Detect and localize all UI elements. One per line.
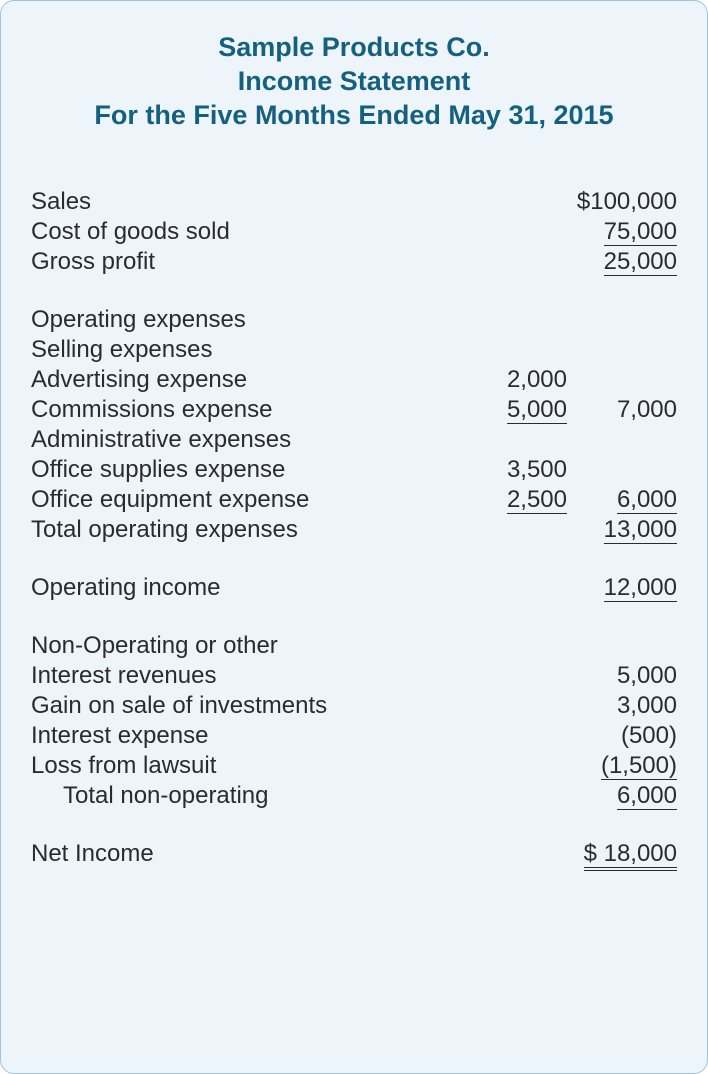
row-office-supplies: Office supplies expense 3,500 (31, 455, 677, 485)
row-admin-header: Administrative expenses (31, 425, 677, 455)
label: Office equipment expense (31, 485, 457, 515)
col2: 7,000 (567, 395, 677, 425)
col2: 12,000 (604, 574, 677, 602)
col1: 3,500 (457, 455, 567, 485)
label: Loss from lawsuit (31, 751, 457, 781)
company-name: Sample Products Co. (31, 31, 677, 65)
row-gain-on-sale: Gain on sale of investments 3,000 (31, 691, 677, 721)
label: Gain on sale of investments (31, 691, 457, 721)
label: Cost of goods sold (31, 217, 457, 247)
col1 (457, 247, 567, 277)
col2: $100,000 (567, 187, 677, 217)
statement-period: For the Five Months Ended May 31, 2015 (31, 99, 677, 133)
label: Net Income (31, 839, 457, 869)
col1: 5,000 (507, 396, 567, 424)
label: Total non-operating (31, 781, 457, 811)
row-loss-lawsuit: Loss from lawsuit (1,500) (31, 751, 677, 781)
label: Operating expenses (31, 305, 457, 335)
label: Office supplies expense (31, 455, 457, 485)
row-cogs: Cost of goods sold 75,000 (31, 217, 677, 247)
col1: 2,000 (457, 365, 567, 395)
row-interest-expense: Interest expense (500) (31, 721, 677, 751)
row-interest-revenues: Interest revenues 5,000 (31, 661, 677, 691)
row-net-income: Net Income $ 18,000 (31, 839, 677, 869)
col2: 6,000 (617, 486, 677, 514)
label: Commissions expense (31, 395, 457, 425)
col2: 6,000 (617, 782, 677, 810)
col1: 2,500 (507, 486, 567, 514)
row-office-equipment: Office equipment expense 2,500 6,000 (31, 485, 677, 515)
row-sales: Sales $100,000 (31, 187, 677, 217)
row-nonop-header: Non-Operating or other (31, 631, 677, 661)
statement-title: Income Statement (31, 65, 677, 99)
col2: (1,500) (601, 752, 677, 780)
label: Selling expenses (31, 335, 457, 365)
col2: 25,000 (604, 248, 677, 276)
row-gross-profit: Gross profit 25,000 (31, 247, 677, 277)
row-commissions: Commissions expense 5,000 7,000 (31, 395, 677, 425)
col2: 3,000 (567, 691, 677, 721)
label: Sales (31, 187, 457, 217)
label: Total operating expenses (31, 515, 457, 545)
row-total-opex: Total operating expenses 13,000 (31, 515, 677, 545)
statement-table: Sales $100,000 Cost of goods sold 75,000… (31, 187, 677, 869)
row-opex-header: Operating expenses (31, 305, 677, 335)
row-advertising: Advertising expense 2,000 (31, 365, 677, 395)
col1 (457, 187, 567, 217)
col2: 75,000 (604, 218, 677, 246)
label: Advertising expense (31, 365, 457, 395)
income-statement-sheet: Sample Products Co. Income Statement For… (0, 0, 708, 1074)
label: Gross profit (31, 247, 457, 277)
col2: 13,000 (604, 516, 677, 544)
row-operating-income: Operating income 12,000 (31, 573, 677, 603)
row-total-nonop: Total non-operating 6,000 (31, 781, 677, 811)
col2: 5,000 (567, 661, 677, 691)
label: Non-Operating or other (31, 631, 457, 661)
label: Administrative expenses (31, 425, 457, 455)
statement-header: Sample Products Co. Income Statement For… (31, 31, 677, 132)
col2: $ 18,000 (584, 840, 677, 871)
col1 (457, 217, 567, 247)
label: Interest expense (31, 721, 457, 751)
label: Operating income (31, 573, 457, 603)
row-selling-header: Selling expenses (31, 335, 677, 365)
col2: (500) (567, 721, 677, 751)
label: Interest revenues (31, 661, 457, 691)
